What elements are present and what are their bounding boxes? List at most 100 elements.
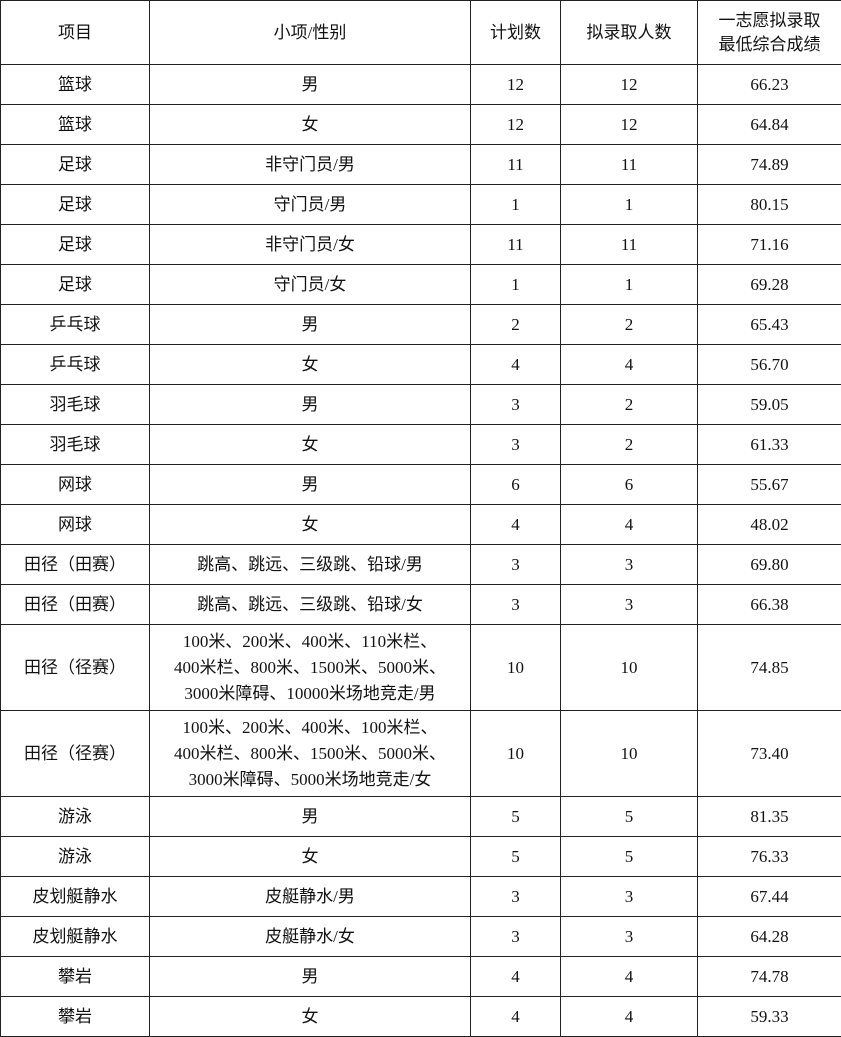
cell-col-admit-count: 1 — [560, 264, 698, 305]
cell-col-min-score: 66.23 — [697, 64, 841, 105]
cell-col-min-score: 61.33 — [697, 424, 841, 465]
cell-col-admit-count: 3 — [560, 916, 698, 957]
table-row: 田径（径赛） 100米、200米、400米、110米栏、 400米栏、800米、1… — [0, 624, 841, 711]
cell-col-subitem-gender: 100米、200米、400米、100米栏、 400米栏、800米、1500米、5… — [149, 710, 471, 797]
table-row: 羽毛球男 3 2 59.05 — [0, 384, 841, 425]
header-col-min-score: 一志愿拟录取 最低综合成绩 — [697, 0, 841, 65]
table-row: 田径（田赛） 跳高、跳远、三级跳、铅球/男 3 3 69.80 — [0, 544, 841, 585]
cell-col-project: 皮划艇静水 — [0, 876, 150, 917]
cell-col-min-score: 74.85 — [697, 624, 841, 711]
cell-col-project: 游泳 — [0, 796, 150, 837]
header-col-plan-count: 计划数 — [470, 0, 561, 65]
cell-col-plan-count: 10 — [470, 624, 561, 711]
cell-col-subitem-gender: 100米、200米、400米、110米栏、 400米栏、800米、1500米、5… — [149, 624, 471, 711]
cell-col-plan-count: 12 — [470, 104, 561, 145]
cell-col-subitem-gender: 女 — [149, 504, 471, 545]
cell-col-admit-count: 11 — [560, 224, 698, 265]
cell-col-admit-count: 4 — [560, 344, 698, 385]
table-row: 皮划艇静水 皮艇静水/女 3 3 64.28 — [0, 916, 841, 957]
table-row: 篮球女 12 12 64.84 — [0, 104, 841, 145]
table-row: 田径（田赛） 跳高、跳远、三级跳、铅球/女 3 3 66.38 — [0, 584, 841, 625]
cell-col-min-score: 65.43 — [697, 304, 841, 345]
cell-col-min-score: 64.84 — [697, 104, 841, 145]
cell-col-project: 篮球 — [0, 104, 150, 145]
header-col-project: 项目 — [0, 0, 150, 65]
cell-col-min-score: 74.89 — [697, 144, 841, 185]
cell-col-project: 足球 — [0, 224, 150, 265]
cell-col-min-score: 66.38 — [697, 584, 841, 625]
table-row: 足球 非守门员/男 11 11 74.89 — [0, 144, 841, 185]
cell-col-project: 乒乓球 — [0, 304, 150, 345]
cell-col-admit-count: 12 — [560, 104, 698, 145]
cell-col-admit-count: 5 — [560, 836, 698, 877]
cell-col-subitem-gender: 守门员/男 — [149, 184, 471, 225]
cell-col-project: 羽毛球 — [0, 424, 150, 465]
cell-col-admit-count: 3 — [560, 584, 698, 625]
cell-col-subitem-gender: 女 — [149, 344, 471, 385]
table-row: 田径（径赛） 100米、200米、400米、100米栏、 400米栏、800米、1… — [0, 710, 841, 797]
cell-col-plan-count: 3 — [470, 916, 561, 957]
cell-col-project: 攀岩 — [0, 996, 150, 1037]
cell-col-plan-count: 11 — [470, 224, 561, 265]
cell-col-admit-count: 3 — [560, 544, 698, 585]
cell-col-admit-count: 10 — [560, 710, 698, 797]
table-row: 攀岩男 4 4 74.78 — [0, 956, 841, 997]
cell-col-min-score: 74.78 — [697, 956, 841, 997]
cell-col-project: 篮球 — [0, 64, 150, 105]
cell-col-subitem-gender: 男 — [149, 304, 471, 345]
cell-col-plan-count: 4 — [470, 504, 561, 545]
cell-col-plan-count: 5 — [470, 836, 561, 877]
cell-col-plan-count: 3 — [470, 876, 561, 917]
cell-col-min-score: 80.15 — [697, 184, 841, 225]
cell-col-min-score: 69.28 — [697, 264, 841, 305]
cell-col-admit-count: 4 — [560, 996, 698, 1037]
cell-col-subitem-gender: 女 — [149, 836, 471, 877]
table-row: 足球 非守门员/女 11 11 71.16 — [0, 224, 841, 265]
cell-col-subitem-gender: 皮艇静水/男 — [149, 876, 471, 917]
cell-col-min-score: 59.33 — [697, 996, 841, 1037]
cell-col-project: 游泳 — [0, 836, 150, 877]
cell-col-project: 足球 — [0, 144, 150, 185]
cell-col-admit-count: 4 — [560, 956, 698, 997]
cell-col-admit-count: 6 — [560, 464, 698, 505]
cell-col-project: 网球 — [0, 464, 150, 505]
cell-col-admit-count: 5 — [560, 796, 698, 837]
cell-col-project: 田径（径赛） — [0, 710, 150, 797]
cell-col-plan-count: 5 — [470, 796, 561, 837]
cell-col-plan-count: 12 — [470, 64, 561, 105]
cell-col-project: 足球 — [0, 184, 150, 225]
table-row: 网球女 4 4 48.02 — [0, 504, 841, 545]
cell-col-admit-count: 1 — [560, 184, 698, 225]
cell-col-plan-count: 3 — [470, 584, 561, 625]
cell-col-min-score: 59.05 — [697, 384, 841, 425]
header-col-subitem-gender: 小项/性别 — [149, 0, 471, 65]
cell-col-subitem-gender: 守门员/女 — [149, 264, 471, 305]
cell-col-subitem-gender: 男 — [149, 384, 471, 425]
cell-col-subitem-gender: 皮艇静水/女 — [149, 916, 471, 957]
cell-col-min-score: 71.16 — [697, 224, 841, 265]
cell-col-project: 乒乓球 — [0, 344, 150, 385]
cell-col-subitem-gender: 男 — [149, 956, 471, 997]
cell-col-plan-count: 4 — [470, 344, 561, 385]
cell-col-plan-count: 1 — [470, 184, 561, 225]
cell-col-project: 田径（田赛） — [0, 544, 150, 585]
cell-col-plan-count: 4 — [470, 996, 561, 1037]
cell-col-plan-count: 1 — [470, 264, 561, 305]
cell-col-min-score: 55.67 — [697, 464, 841, 505]
cell-col-min-score: 56.70 — [697, 344, 841, 385]
cell-col-plan-count: 4 — [470, 956, 561, 997]
cell-col-project: 网球 — [0, 504, 150, 545]
cell-col-plan-count: 3 — [470, 384, 561, 425]
cell-col-subitem-gender: 女 — [149, 104, 471, 145]
cell-col-admit-count: 11 — [560, 144, 698, 185]
cell-col-project: 田径（田赛） — [0, 584, 150, 625]
cell-col-min-score: 73.40 — [697, 710, 841, 797]
cell-col-subitem-gender: 非守门员/男 — [149, 144, 471, 185]
table-row: 游泳男 5 5 81.35 — [0, 796, 841, 837]
cell-col-min-score: 64.28 — [697, 916, 841, 957]
table-row: 羽毛球女 3 2 61.33 — [0, 424, 841, 465]
table-row: 乒乓球女 4 4 56.70 — [0, 344, 841, 385]
cell-col-plan-count: 3 — [470, 424, 561, 465]
table-row: 游泳女 5 5 76.33 — [0, 836, 841, 877]
cell-col-plan-count: 3 — [470, 544, 561, 585]
